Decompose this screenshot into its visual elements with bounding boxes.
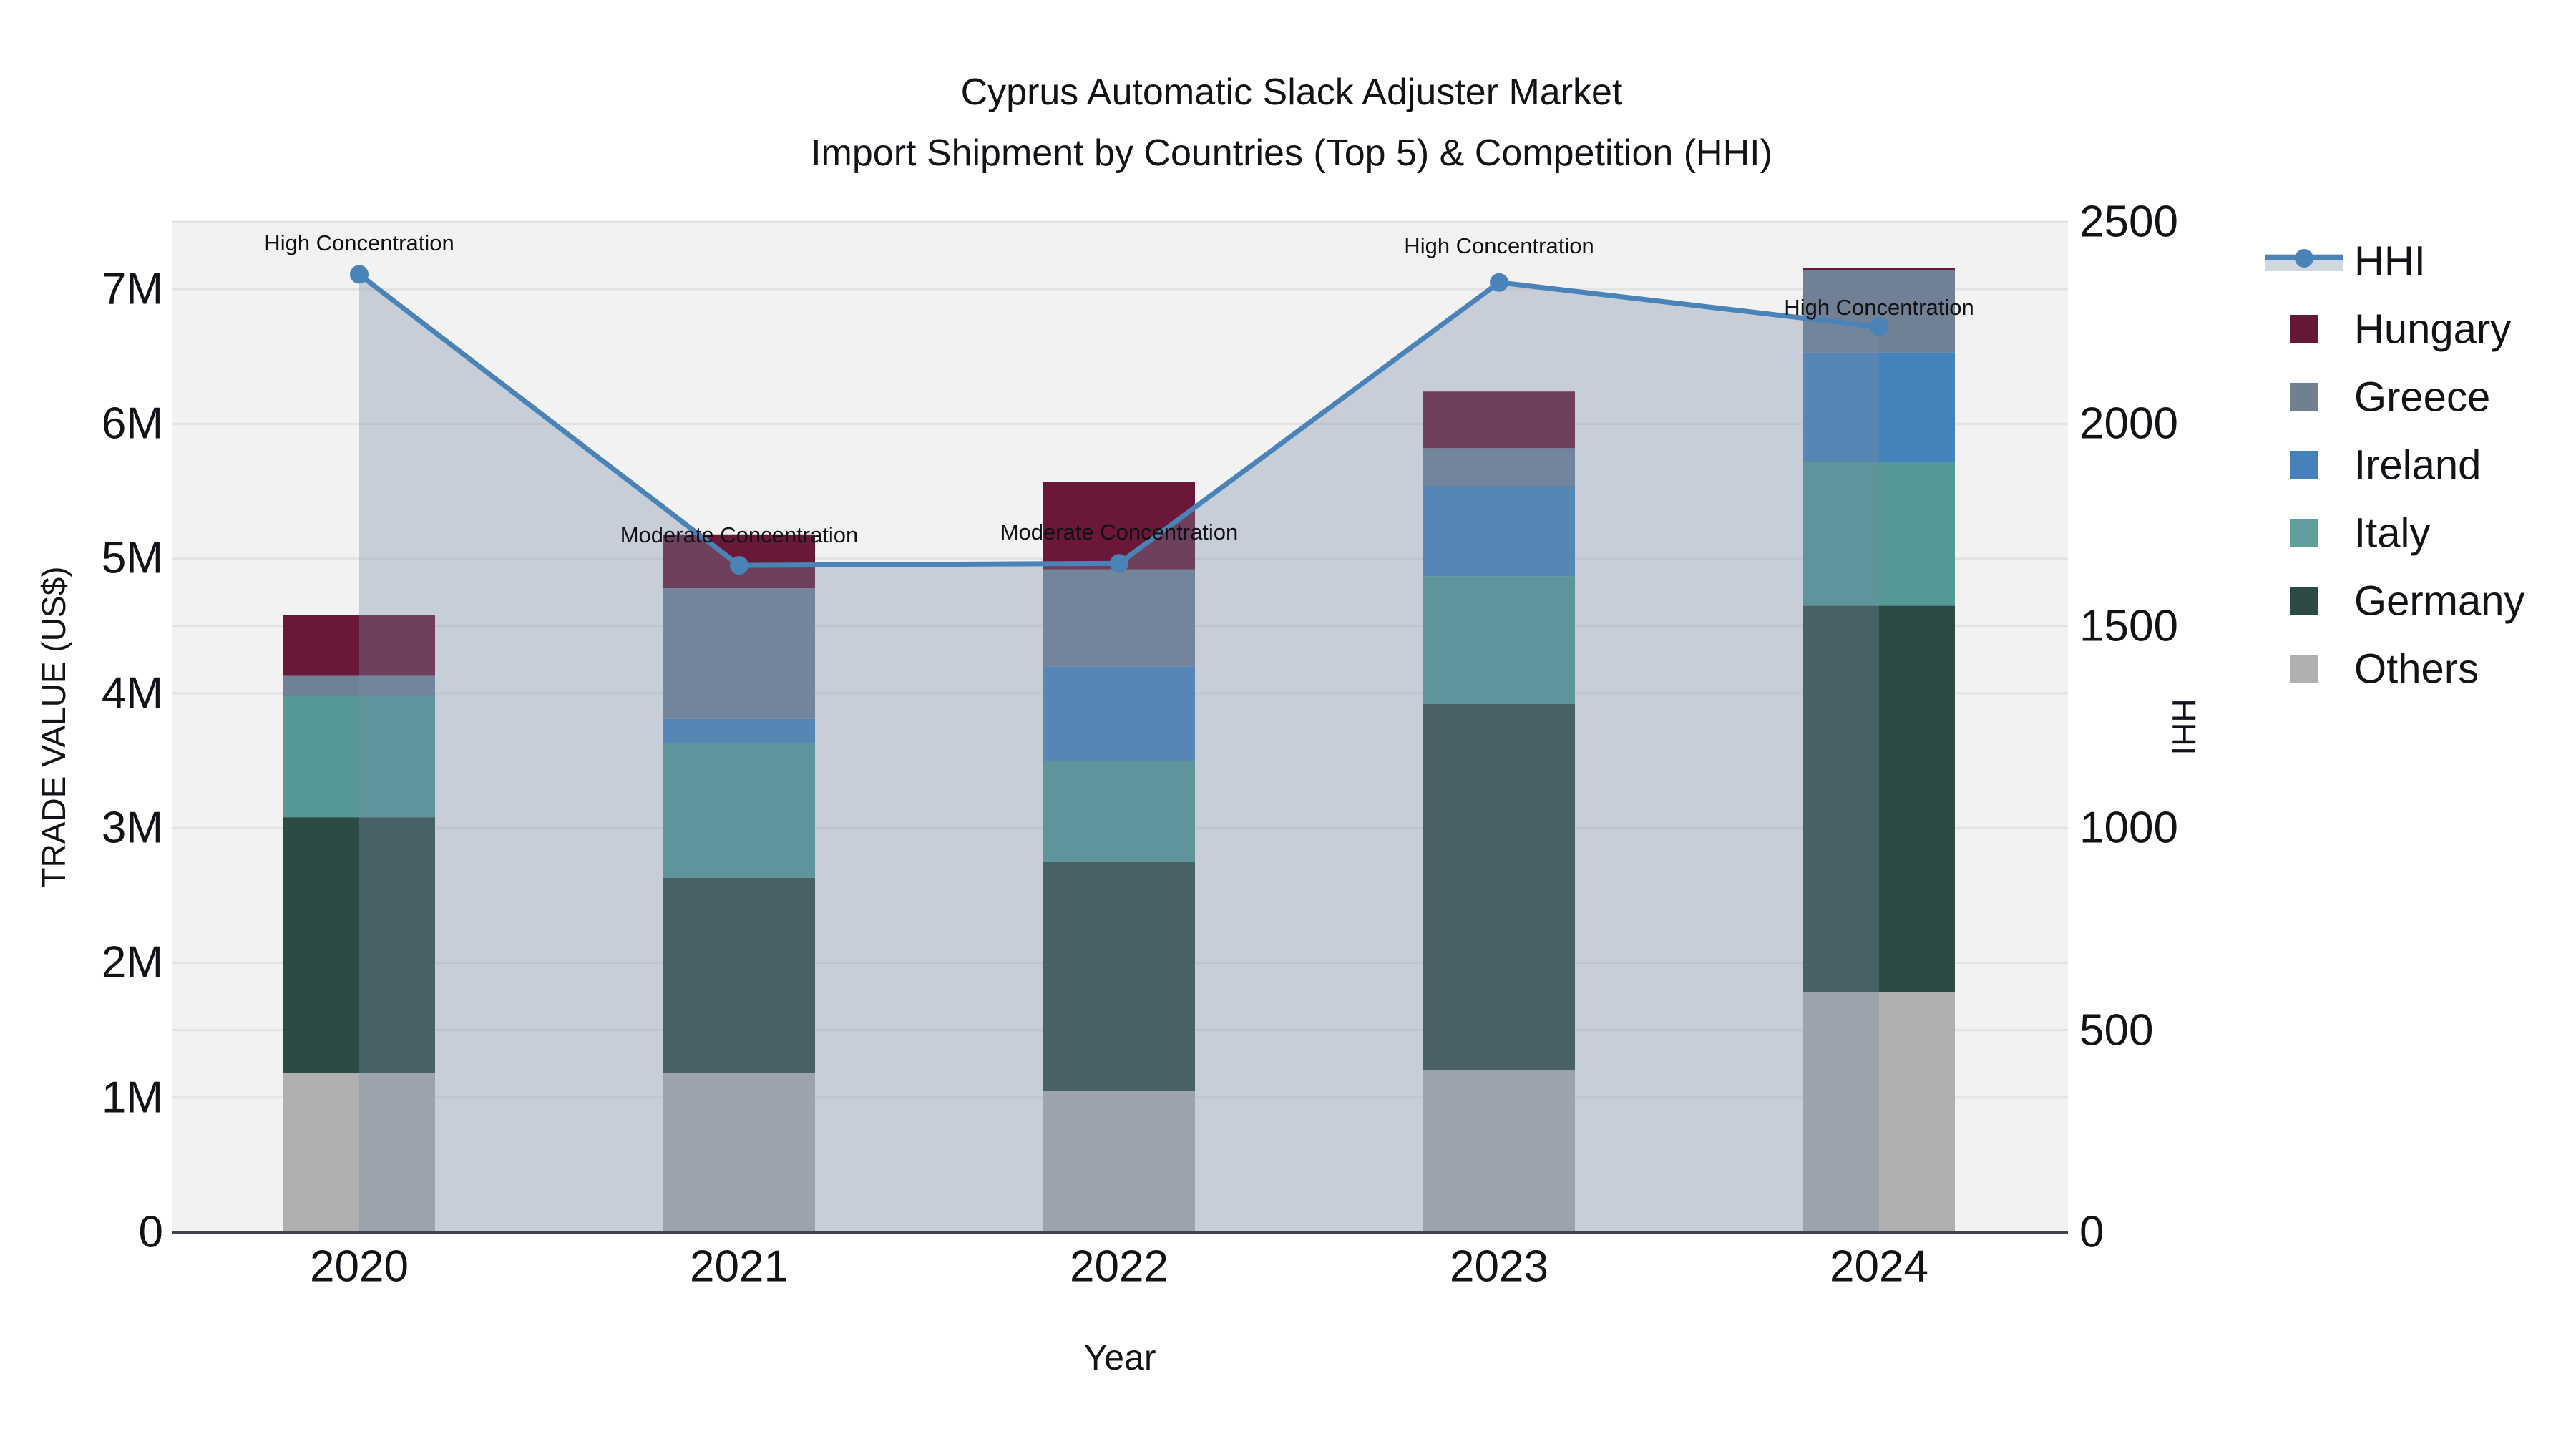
germany-swatch-icon: [2290, 587, 2318, 615]
bar-segment-greece-2020[interactable]: [283, 675, 435, 696]
ytick-left-7m: 7M: [101, 264, 163, 314]
bar-segment-germany-2020[interactable]: [283, 817, 435, 1073]
hhi-marker-2021[interactable]: [730, 556, 748, 575]
xtick-2023: 2023: [1450, 1241, 1548, 1292]
others-swatch-icon: [2290, 655, 2318, 683]
chart-title-line-2: Import Shipment by Countries (Top 5) & C…: [811, 132, 1772, 174]
ytick-right-1000: 1000: [2079, 803, 2178, 853]
bar-segment-greece-2021[interactable]: [663, 588, 815, 719]
bar-segment-ireland-2021[interactable]: [663, 718, 815, 743]
bar-segment-others-2023[interactable]: [1423, 1070, 1575, 1232]
xtick-2022: 2022: [1070, 1241, 1169, 1292]
hhi-area-fill: [359, 274, 1879, 1232]
bar-segment-hungary-2023[interactable]: [1423, 391, 1575, 449]
ytick-left-2m: 2M: [101, 937, 163, 987]
ytick-left-0: 0: [138, 1207, 163, 1257]
ytick-right-2000: 2000: [2079, 399, 2178, 449]
hhi-line-swatch-icon: [2265, 249, 2343, 273]
bar-segment-italy-2022[interactable]: [1043, 761, 1195, 862]
hungary-swatch-icon: [2290, 315, 2318, 343]
bar-segment-ireland-2022[interactable]: [1043, 666, 1195, 761]
annotation-2020: High Concentration: [264, 230, 454, 255]
xtick-2021: 2021: [690, 1241, 789, 1292]
bar-segment-others-2022[interactable]: [1043, 1091, 1195, 1232]
bar-segment-others-2021[interactable]: [663, 1073, 815, 1232]
xtick-2024: 2024: [1830, 1241, 1928, 1292]
annotation-2021: Moderate Concentration: [620, 522, 859, 547]
ytick-right-2500: 2500: [2079, 197, 2178, 247]
ireland-swatch-icon: [2290, 451, 2318, 479]
ytick-right-1500: 1500: [2079, 601, 2178, 651]
ytick-left-1m: 1M: [101, 1073, 163, 1123]
bar-segment-others-2020[interactable]: [283, 1073, 435, 1232]
bar-segment-others-2024[interactable]: [1803, 992, 1955, 1232]
bar-segment-germany-2022[interactable]: [1043, 862, 1195, 1091]
italy-swatch-icon: [2290, 519, 2318, 547]
xtick-2020: 2020: [310, 1241, 409, 1292]
annotation-2022: Moderate Concentration: [1000, 519, 1239, 545]
bar-segment-italy-2021[interactable]: [663, 743, 815, 878]
chart-title-line-1: Cyprus Automatic Slack Adjuster Market: [960, 72, 1623, 113]
bar-segment-germany-2023[interactable]: [1423, 703, 1575, 1071]
ytick-left-6m: 6M: [101, 399, 163, 449]
bar-segment-ireland-2024[interactable]: [1803, 352, 1955, 462]
annotation-2024: High Concentration: [1784, 295, 1974, 320]
ytick-left-5m: 5M: [101, 533, 163, 583]
bar-segment-hungary-2024[interactable]: [1803, 268, 1955, 270]
bar-segment-italy-2023[interactable]: [1423, 576, 1575, 704]
ytick-right-500: 500: [2079, 1005, 2154, 1055]
bar-segment-ireland-2023[interactable]: [1423, 486, 1575, 577]
annotation-2023: High Concentration: [1404, 233, 1594, 258]
hhi-marker-2023[interactable]: [1490, 273, 1508, 292]
ytick-left-3m: 3M: [101, 803, 163, 853]
ytick-right-0: 0: [2079, 1207, 2104, 1257]
bar-segment-italy-2020[interactable]: [283, 696, 435, 818]
greece-swatch-icon: [2290, 383, 2318, 411]
bar-segment-hungary-2020[interactable]: [283, 615, 435, 676]
hhi-marker-2022[interactable]: [1110, 554, 1128, 573]
bar-segment-germany-2021[interactable]: [663, 877, 815, 1073]
y-axis-title-left: TRADE VALUE (US$): [35, 566, 72, 888]
y-axis-title-right: HHI: [2165, 698, 2202, 756]
bar-segment-germany-2024[interactable]: [1803, 605, 1955, 992]
bar-segment-greece-2022[interactable]: [1043, 569, 1195, 667]
bar-segment-greece-2024[interactable]: [1803, 270, 1955, 353]
x-axis-title: Year: [1083, 1337, 1156, 1377]
bar-segment-italy-2024[interactable]: [1803, 462, 1955, 606]
ytick-left-4m: 4M: [101, 668, 163, 718]
hhi-marker-2020[interactable]: [350, 265, 369, 284]
hhi-marker-2024[interactable]: [1870, 317, 1888, 336]
bar-segment-greece-2023[interactable]: [1423, 448, 1575, 487]
